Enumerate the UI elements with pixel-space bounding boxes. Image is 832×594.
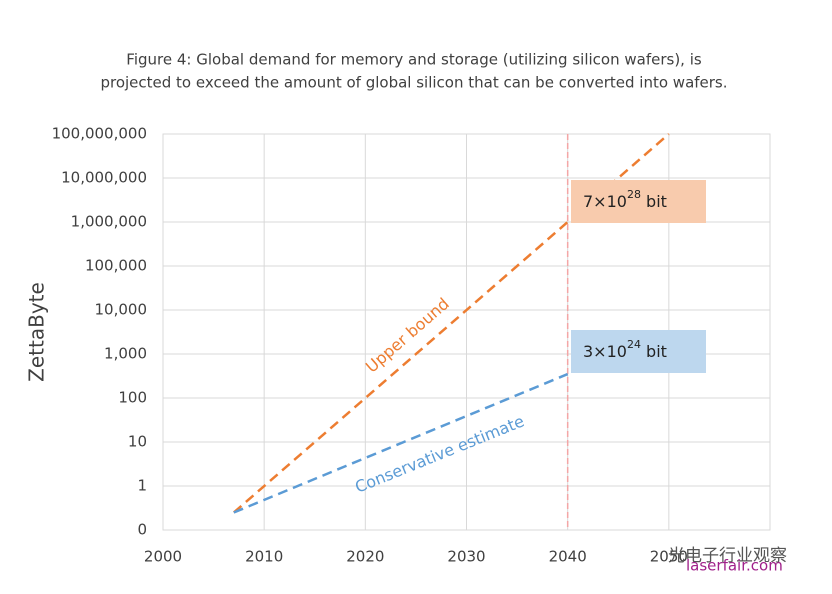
annotation-box [571, 330, 706, 373]
series-label: Conservative estimate [352, 411, 527, 496]
x-tick-label: 2020 [346, 548, 384, 566]
annotation-part: 28 [627, 188, 641, 201]
annotation-text: 3×1024 bit [583, 338, 667, 361]
x-tick-label: 2050 [650, 548, 688, 566]
annotation-box [571, 180, 706, 223]
x-tick-label: 2000 [144, 548, 182, 566]
annotation-part: bit [641, 192, 667, 211]
annotation-part: bit [641, 342, 667, 361]
y-tick-label: 10 [128, 433, 147, 451]
y-tick-label: 1 [137, 477, 147, 495]
plot-border [162, 133, 771, 531]
series-line [233, 372, 569, 514]
chart-title: projected to exceed the amount of global… [100, 74, 727, 92]
x-tick-label: 2030 [447, 548, 485, 566]
y-tick-label: 100 [118, 389, 147, 407]
y-axis-label: ZettaByte [25, 282, 49, 382]
annotation-part: 3×10 [583, 342, 627, 361]
annotation-part: 24 [627, 338, 641, 351]
watermark: 光电子行业观察 [668, 546, 787, 566]
y-tick-label: 10,000,000 [61, 169, 147, 187]
annotation-part: 7×10 [583, 192, 627, 211]
y-tick-label: 1,000 [104, 345, 147, 363]
watermark: laserfair.com [686, 557, 783, 575]
x-tick-label: 2010 [245, 548, 283, 566]
y-tick-label: 100,000 [85, 257, 147, 275]
y-tick-label: 100,000,000 [52, 125, 147, 143]
y-tick-label: 0 [137, 521, 147, 539]
y-tick-label: 10,000 [95, 301, 148, 319]
series-label: Upper bound [362, 294, 453, 377]
annotation-text: 7×1028 bit [583, 188, 667, 211]
chart-title: Figure 4: Global demand for memory and s… [126, 51, 702, 69]
x-tick-label: 2040 [549, 548, 587, 566]
y-tick-label: 1,000,000 [71, 213, 147, 231]
